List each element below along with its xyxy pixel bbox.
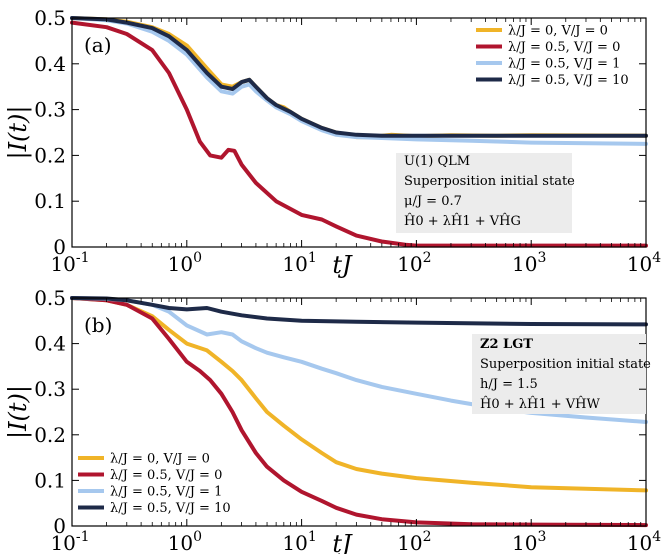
x-tick-label: 10-1: [50, 250, 89, 276]
legend-entry: λ/J = 0.5, V/J = 1: [508, 57, 620, 72]
series-layer: [70, 296, 648, 528]
annotation-line: Superposition initial state: [404, 174, 575, 189]
legend-entry: λ/J = 0.5, V/J = 10: [508, 73, 629, 88]
x-tick-label: 10-1: [50, 529, 89, 554]
x-tick-label: 101: [282, 250, 316, 276]
annotation-line: Superposition initial state: [480, 357, 651, 372]
legend-entry: λ/J = 0.5, V/J = 0: [110, 468, 222, 483]
y-tick-label: 0: [53, 514, 66, 538]
legend-entry: λ/J = 0.5, V/J = 0: [508, 40, 620, 55]
y-tick-label: 0: [53, 235, 66, 259]
series-line: [70, 296, 648, 424]
x-tick-label: 100: [168, 529, 202, 554]
legend-entry: λ/J = 0.5, V/J = 1: [110, 485, 222, 500]
y-tick-label: 0.3: [34, 377, 66, 401]
x-tick-label: 102: [397, 250, 431, 276]
y-tick-label: 0.2: [34, 423, 66, 447]
annotation-box-a: U(1) QLM Superposition initial state μ/J…: [396, 153, 575, 233]
legend-entry: λ/J = 0, V/J = 0: [508, 24, 608, 39]
series-line: [70, 16, 648, 138]
y-tick-label: 0.4: [34, 332, 66, 356]
x-tick-label: 104: [627, 250, 661, 276]
series-layer: [70, 16, 648, 248]
panel-b: Z2 LGT Superposition initial state h/J =…: [4, 286, 661, 554]
annotation-background-a: [396, 153, 572, 233]
annotation-line: h/J = 1.5: [480, 377, 538, 392]
y-tick-label: 0.4: [34, 52, 66, 76]
x-axis-label: tJ: [332, 251, 353, 279]
legend-entry: λ/J = 0.5, V/J = 10: [110, 501, 231, 516]
y-tick-label: 0.3: [34, 98, 66, 122]
x-tick-label: 103: [512, 529, 546, 554]
y-axis-label: |I(t)|: [4, 385, 33, 439]
x-tick-label: 100: [168, 250, 202, 276]
annotation-line: Ĥ0 + λĤ1 + VĤG: [404, 213, 521, 229]
annotation-line: μ/J = 0.7: [404, 194, 462, 209]
y-tick-label: 0.2: [34, 143, 66, 167]
annotation-line: Z2 LGT: [480, 337, 533, 352]
series-line: [70, 20, 648, 248]
annotation-line: U(1) QLM: [404, 154, 470, 169]
series-line: [70, 296, 648, 493]
y-tick-label: 0.1: [34, 468, 66, 492]
panel-label-b: (b): [84, 313, 112, 337]
y-axis-label: |I(t)|: [4, 105, 33, 159]
x-axis-label: tJ: [332, 530, 353, 554]
annotation-background-b: [472, 334, 646, 414]
y-tick-label: 0.1: [34, 189, 66, 213]
series-line: [70, 16, 648, 146]
x-tick-label: 103: [512, 250, 546, 276]
x-tick-label: 101: [282, 529, 316, 554]
annotation-line: Ĥ0 + λĤ1 + VĤW: [480, 396, 600, 412]
y-tick-label: 0.5: [34, 6, 66, 30]
legend-entry: λ/J = 0, V/J = 0: [110, 452, 210, 467]
panel-label-a: (a): [84, 33, 112, 57]
x-tick-label: 104: [627, 529, 661, 554]
annotation-box-b: Z2 LGT Superposition initial state h/J =…: [472, 334, 651, 414]
series-line: [70, 296, 648, 528]
y-tick-label: 0.5: [34, 286, 66, 310]
legend-b: λ/J = 0, V/J = 0λ/J = 0.5, V/J = 0 λ/J = …: [78, 452, 231, 516]
x-tick-label: 102: [397, 529, 431, 554]
panel-a: U(1) QLM Superposition initial state μ/J…: [4, 6, 661, 279]
plot-frame-a: [71, 17, 647, 248]
legend-a: λ/J = 0, V/J = 0λ/J = 0.5, V/J = 0 λ/J = …: [476, 24, 629, 88]
series-line: [70, 296, 648, 327]
